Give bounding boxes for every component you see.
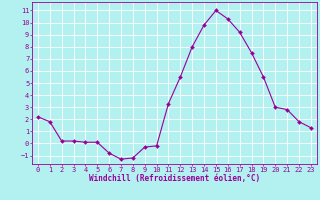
X-axis label: Windchill (Refroidissement éolien,°C): Windchill (Refroidissement éolien,°C) xyxy=(89,174,260,183)
